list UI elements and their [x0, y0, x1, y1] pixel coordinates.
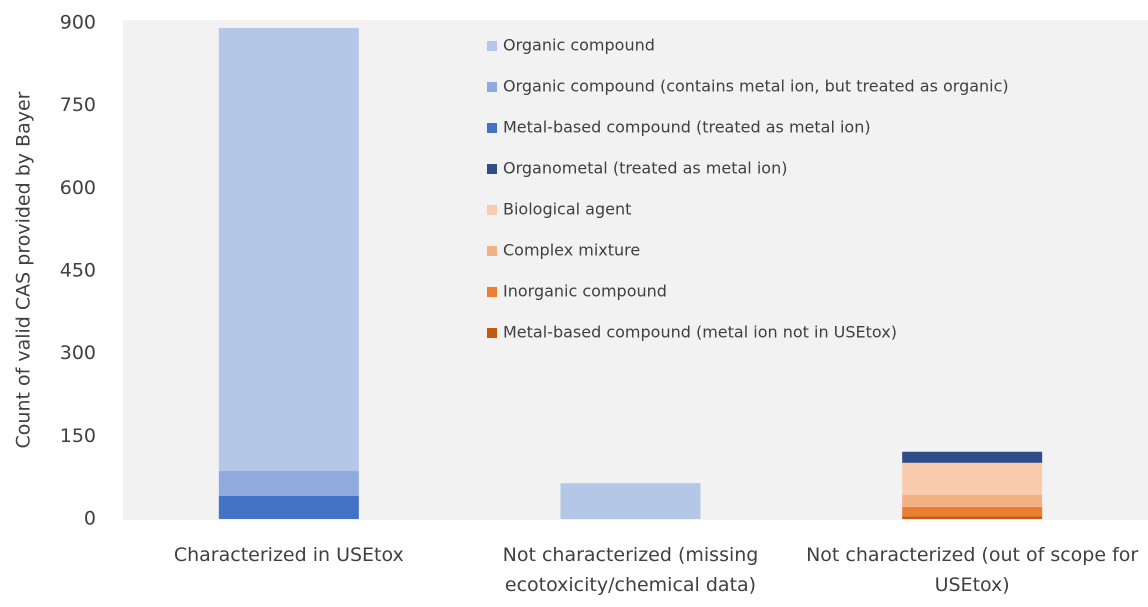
bar-segment [902, 451, 1043, 463]
bar-segment [902, 494, 1043, 507]
bar-segment [218, 471, 359, 496]
legend-label: Biological agent [503, 200, 631, 219]
bar-segment [560, 483, 701, 519]
legend-swatch [487, 82, 497, 92]
legend-label: Inorganic compound [503, 282, 667, 301]
y-tick-label: 600 [60, 177, 96, 199]
bar-segment [902, 462, 1043, 495]
legend-swatch [487, 205, 497, 215]
legend-swatch [487, 123, 497, 133]
y-tick-label: 750 [60, 94, 96, 116]
bar-segment [218, 495, 359, 519]
legend-label: Organometal (treated as metal ion) [503, 159, 787, 178]
legend-swatch [487, 287, 497, 297]
bar-segment [902, 506, 1043, 517]
legend-swatch [487, 328, 497, 338]
x-tick-label: Not characterized (out of scope for USEt… [806, 544, 1139, 596]
legend-swatch [487, 246, 497, 256]
y-tick-label: 300 [60, 342, 96, 364]
bar-segment [902, 516, 1043, 519]
legend-label: Complex mixture [503, 241, 640, 260]
bar-segment [218, 27, 359, 472]
y-tick-label: 0 [84, 508, 96, 530]
legend-swatch [487, 164, 497, 174]
y-axis-title: Count of valid CAS provided by Bayer [13, 91, 35, 448]
legend-label: Organic compound (contains metal ion, bu… [503, 77, 1009, 96]
x-tick-label: Characterized in USEtox [173, 544, 404, 566]
x-tick-label: Not characterized (missing ecotoxicity/c… [502, 544, 759, 596]
y-tick-label: 900 [60, 12, 96, 34]
legend-swatch [487, 41, 497, 51]
legend-label: Metal-based compound (metal ion not in U… [503, 323, 897, 342]
legend-label: Organic compound [503, 36, 655, 55]
y-tick-label: 450 [60, 260, 96, 282]
legend-label: Metal-based compound (treated as metal i… [503, 118, 871, 137]
y-tick-label: 150 [60, 425, 96, 447]
